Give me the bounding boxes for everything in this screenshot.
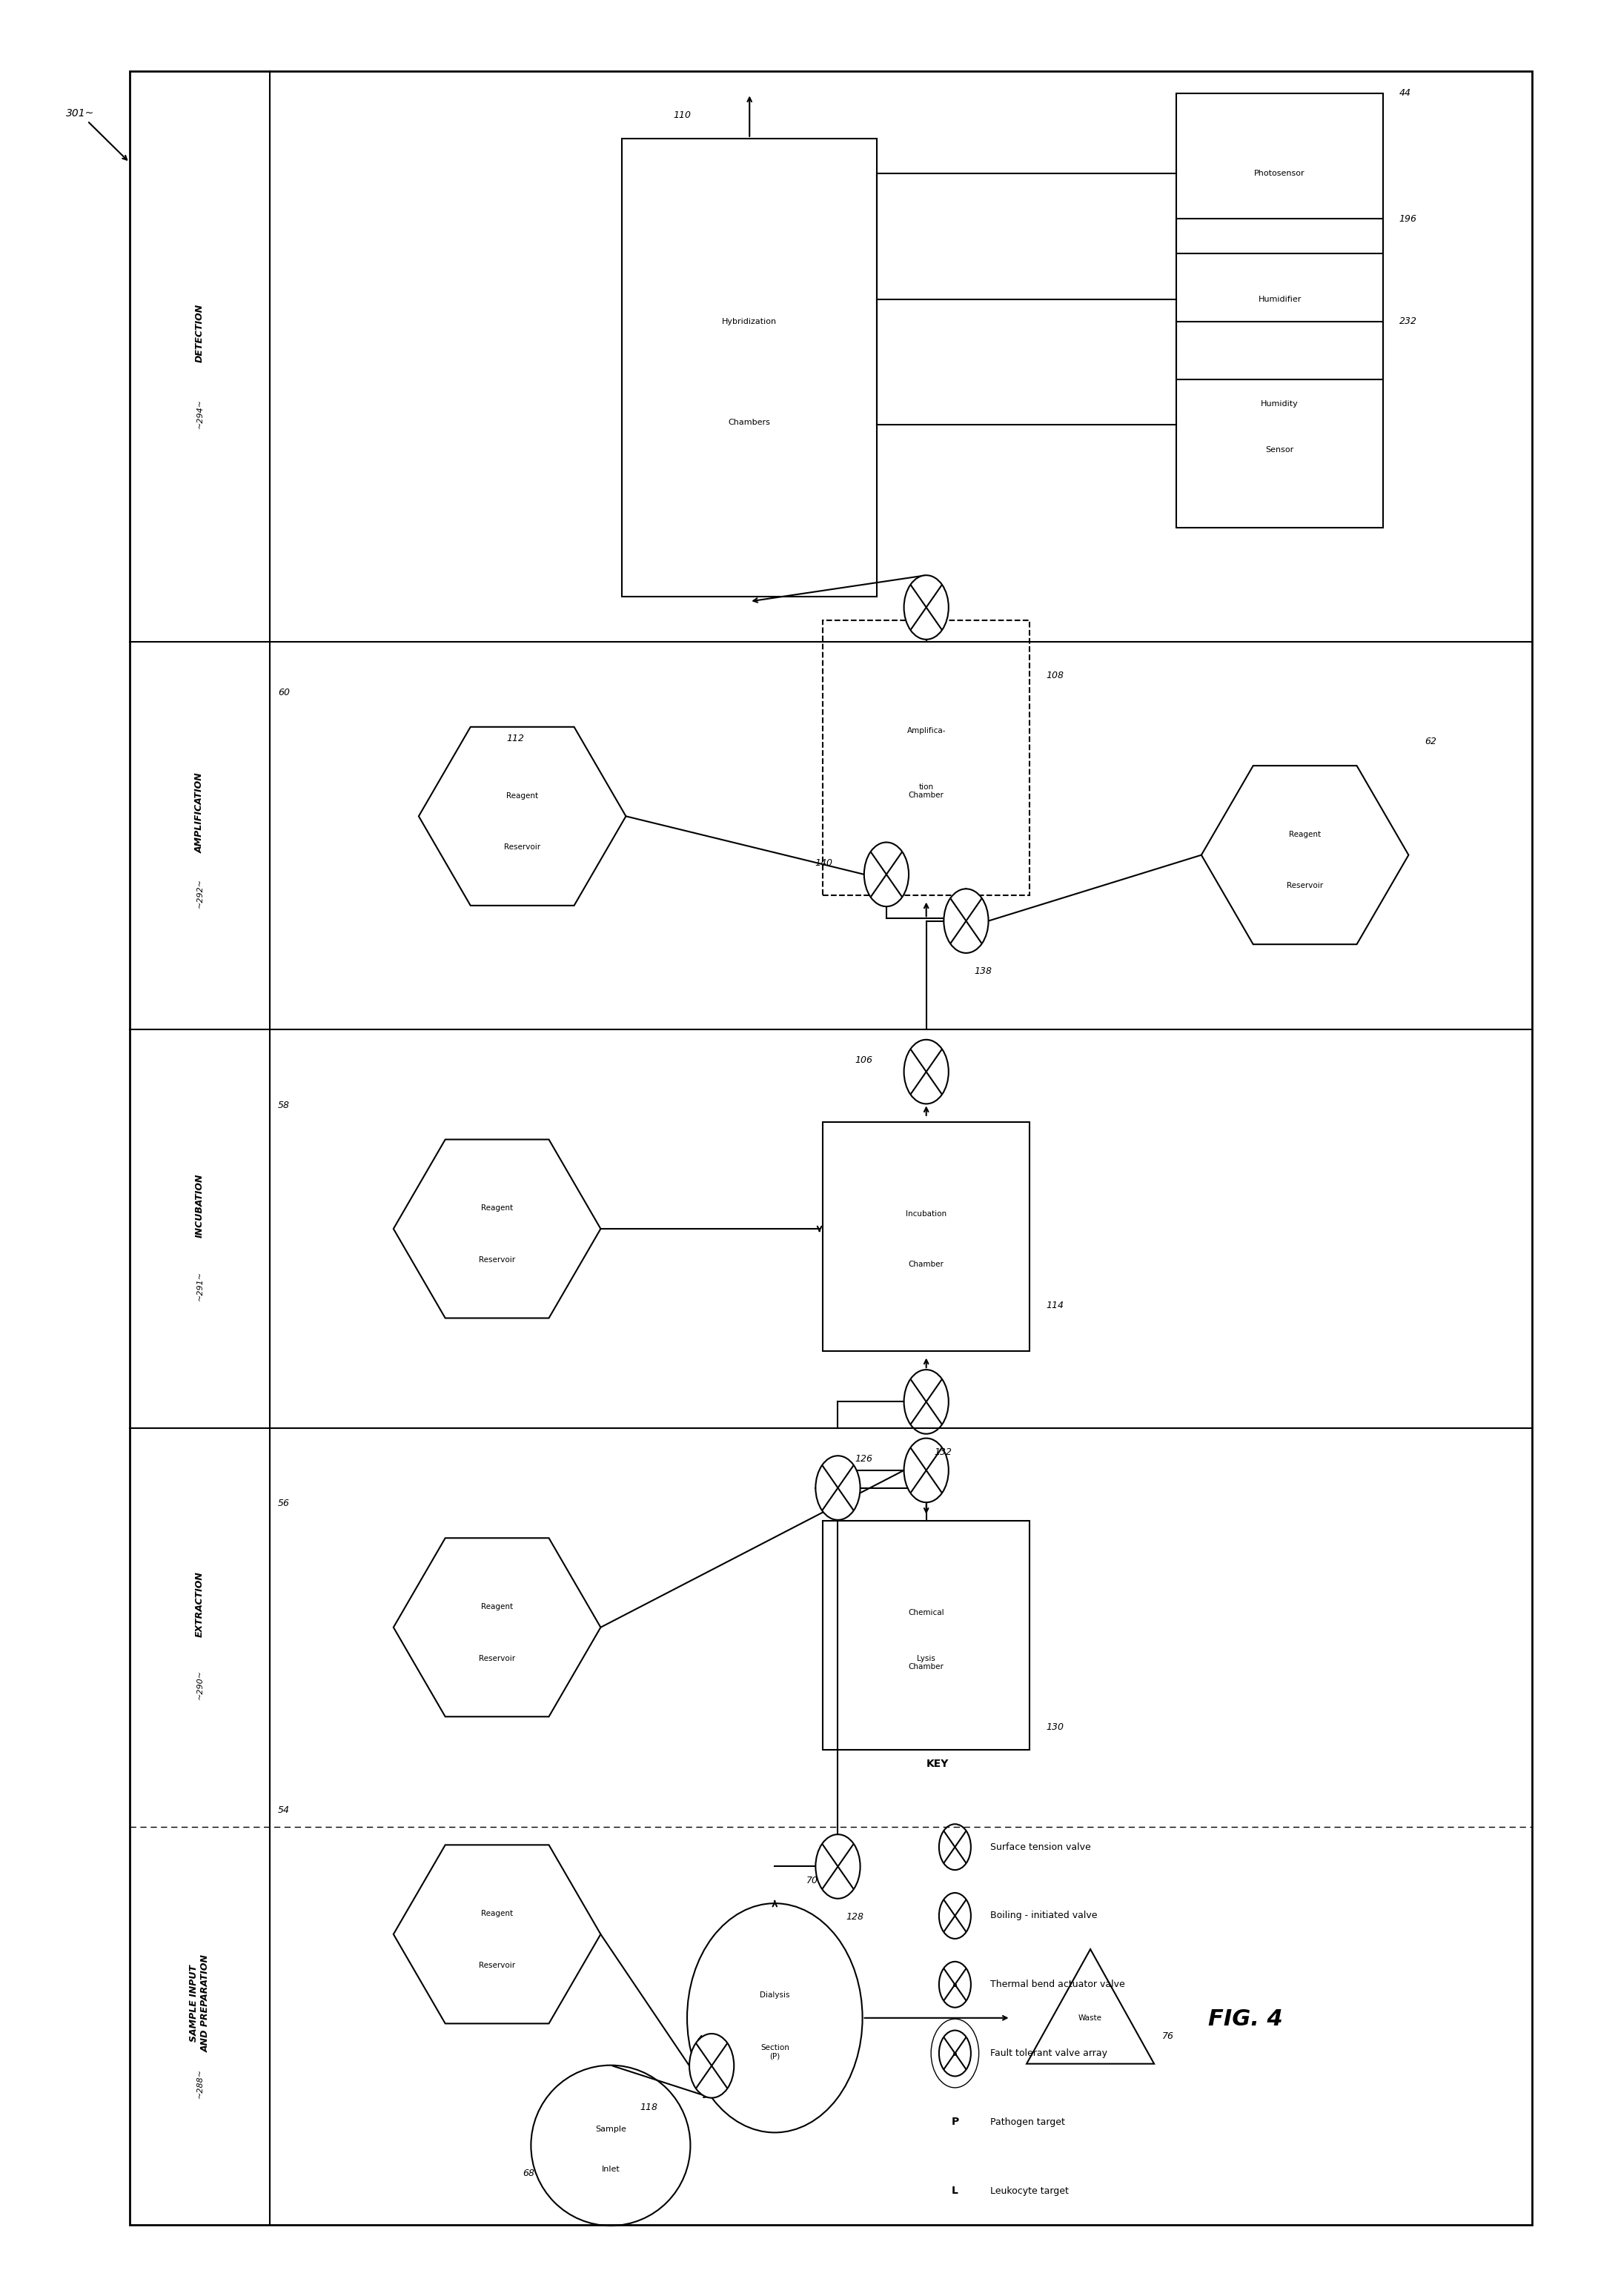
Text: 118: 118	[639, 2103, 658, 2112]
Circle shape	[940, 2030, 972, 2076]
Circle shape	[944, 889, 989, 953]
Text: ~294~: ~294~	[197, 400, 203, 429]
Text: Sample: Sample	[594, 2126, 626, 2133]
Text: 108: 108	[1045, 670, 1064, 680]
Text: 130: 130	[1045, 1722, 1064, 1731]
Text: AMPLIFICATION: AMPLIFICATION	[195, 771, 205, 854]
Bar	[823, 620, 1029, 895]
Bar	[1176, 94, 1384, 255]
Bar	[823, 1123, 1029, 1352]
Text: Humidifier: Humidifier	[1258, 296, 1301, 303]
Text: Chemical: Chemical	[908, 1609, 944, 1616]
Circle shape	[940, 1892, 972, 1938]
Text: SAMPLE INPUT
AND PREPARATION: SAMPLE INPUT AND PREPARATION	[189, 1954, 209, 2053]
Text: ~290~: ~290~	[197, 1669, 203, 1699]
Text: DETECTION: DETECTION	[195, 303, 205, 363]
Bar	[129, 71, 1532, 2225]
Text: Reagent: Reagent	[507, 792, 539, 799]
Text: 132: 132	[935, 1446, 952, 1458]
Text: ~288~: ~288~	[197, 2069, 203, 2099]
Text: Pathogen target: Pathogen target	[991, 2117, 1064, 2126]
Text: Surface tension valve: Surface tension valve	[991, 1841, 1090, 1853]
Text: 140: 140	[815, 859, 833, 868]
Circle shape	[904, 1040, 949, 1104]
Text: 110: 110	[673, 110, 690, 119]
Circle shape	[865, 843, 909, 907]
Text: Sensor: Sensor	[1266, 445, 1294, 452]
Bar	[1176, 218, 1384, 379]
Text: Reservoir: Reservoir	[503, 843, 540, 852]
Text: ~292~: ~292~	[197, 877, 203, 907]
Text: Reagent: Reagent	[481, 1603, 513, 1609]
Text: Leukocyte target: Leukocyte target	[991, 2186, 1069, 2195]
Text: 62: 62	[1424, 737, 1437, 746]
Text: Reagent: Reagent	[481, 1205, 513, 1212]
Text: L: L	[952, 2186, 959, 2195]
Text: Fault tolerant valve array: Fault tolerant valve array	[991, 2048, 1107, 2057]
Text: 76: 76	[1162, 2032, 1175, 2041]
Text: Waste: Waste	[1079, 2014, 1103, 2023]
Text: 196: 196	[1400, 214, 1417, 223]
Circle shape	[940, 1961, 972, 2007]
Text: Lysis
Chamber: Lysis Chamber	[909, 1655, 944, 1671]
Circle shape	[815, 1835, 860, 1899]
Text: Inlet: Inlet	[601, 2165, 620, 2174]
Text: Chambers: Chambers	[729, 418, 770, 427]
Text: Reservoir: Reservoir	[1286, 882, 1323, 889]
Text: Boiling - initiated valve: Boiling - initiated valve	[991, 1910, 1098, 1919]
Text: 114: 114	[1045, 1302, 1064, 1311]
Text: Reagent: Reagent	[1290, 831, 1322, 838]
Text: Chamber: Chamber	[909, 1261, 944, 1267]
Text: Hybridization: Hybridization	[722, 319, 777, 326]
Text: EXTRACTION: EXTRACTION	[195, 1570, 205, 1637]
Text: 128: 128	[845, 1913, 863, 1922]
Text: ~291~: ~291~	[197, 1272, 203, 1302]
Text: Reagent: Reagent	[481, 1910, 513, 1917]
Text: 68: 68	[523, 2167, 535, 2179]
Text: Dialysis: Dialysis	[759, 1991, 789, 2000]
Circle shape	[904, 1371, 949, 1435]
Text: 126: 126	[855, 1453, 873, 1463]
Text: Section
(P): Section (P)	[761, 2043, 789, 2060]
Text: Reservoir: Reservoir	[479, 1256, 515, 1263]
Text: 70: 70	[807, 1876, 818, 1885]
Text: 56: 56	[278, 1499, 289, 1508]
Text: P: P	[951, 2117, 959, 2126]
Text: Thermal bend actuator valve: Thermal bend actuator valve	[991, 1979, 1125, 1988]
Text: 232: 232	[1400, 317, 1417, 326]
Circle shape	[940, 1823, 972, 1869]
Text: Photosensor: Photosensor	[1254, 170, 1306, 177]
Text: KEY: KEY	[927, 1759, 949, 1768]
Text: Reservoir: Reservoir	[479, 1655, 515, 1662]
Text: 44: 44	[1400, 90, 1411, 99]
Bar	[1176, 321, 1384, 528]
Text: INCUBATION: INCUBATION	[195, 1173, 205, 1238]
Text: 301~: 301~	[66, 108, 126, 161]
Text: 106: 106	[855, 1056, 873, 1065]
Circle shape	[904, 576, 949, 638]
Text: 112: 112	[507, 735, 524, 744]
Text: 54: 54	[278, 1805, 289, 1816]
Text: 58: 58	[278, 1100, 289, 1109]
Circle shape	[815, 1456, 860, 1520]
Bar	[622, 138, 877, 597]
Circle shape	[689, 2034, 733, 2099]
Circle shape	[904, 1437, 949, 1502]
Bar	[823, 1520, 1029, 1750]
Text: Reservoir: Reservoir	[479, 1961, 515, 1970]
Text: 138: 138	[975, 967, 992, 976]
Text: Incubation: Incubation	[906, 1210, 946, 1217]
Text: tion
Chamber: tion Chamber	[909, 783, 944, 799]
Text: FIG. 4: FIG. 4	[1208, 2009, 1283, 2030]
Text: Amplifica-: Amplifica-	[906, 728, 946, 735]
Text: 60: 60	[278, 687, 289, 698]
Text: Humidity: Humidity	[1261, 400, 1299, 409]
